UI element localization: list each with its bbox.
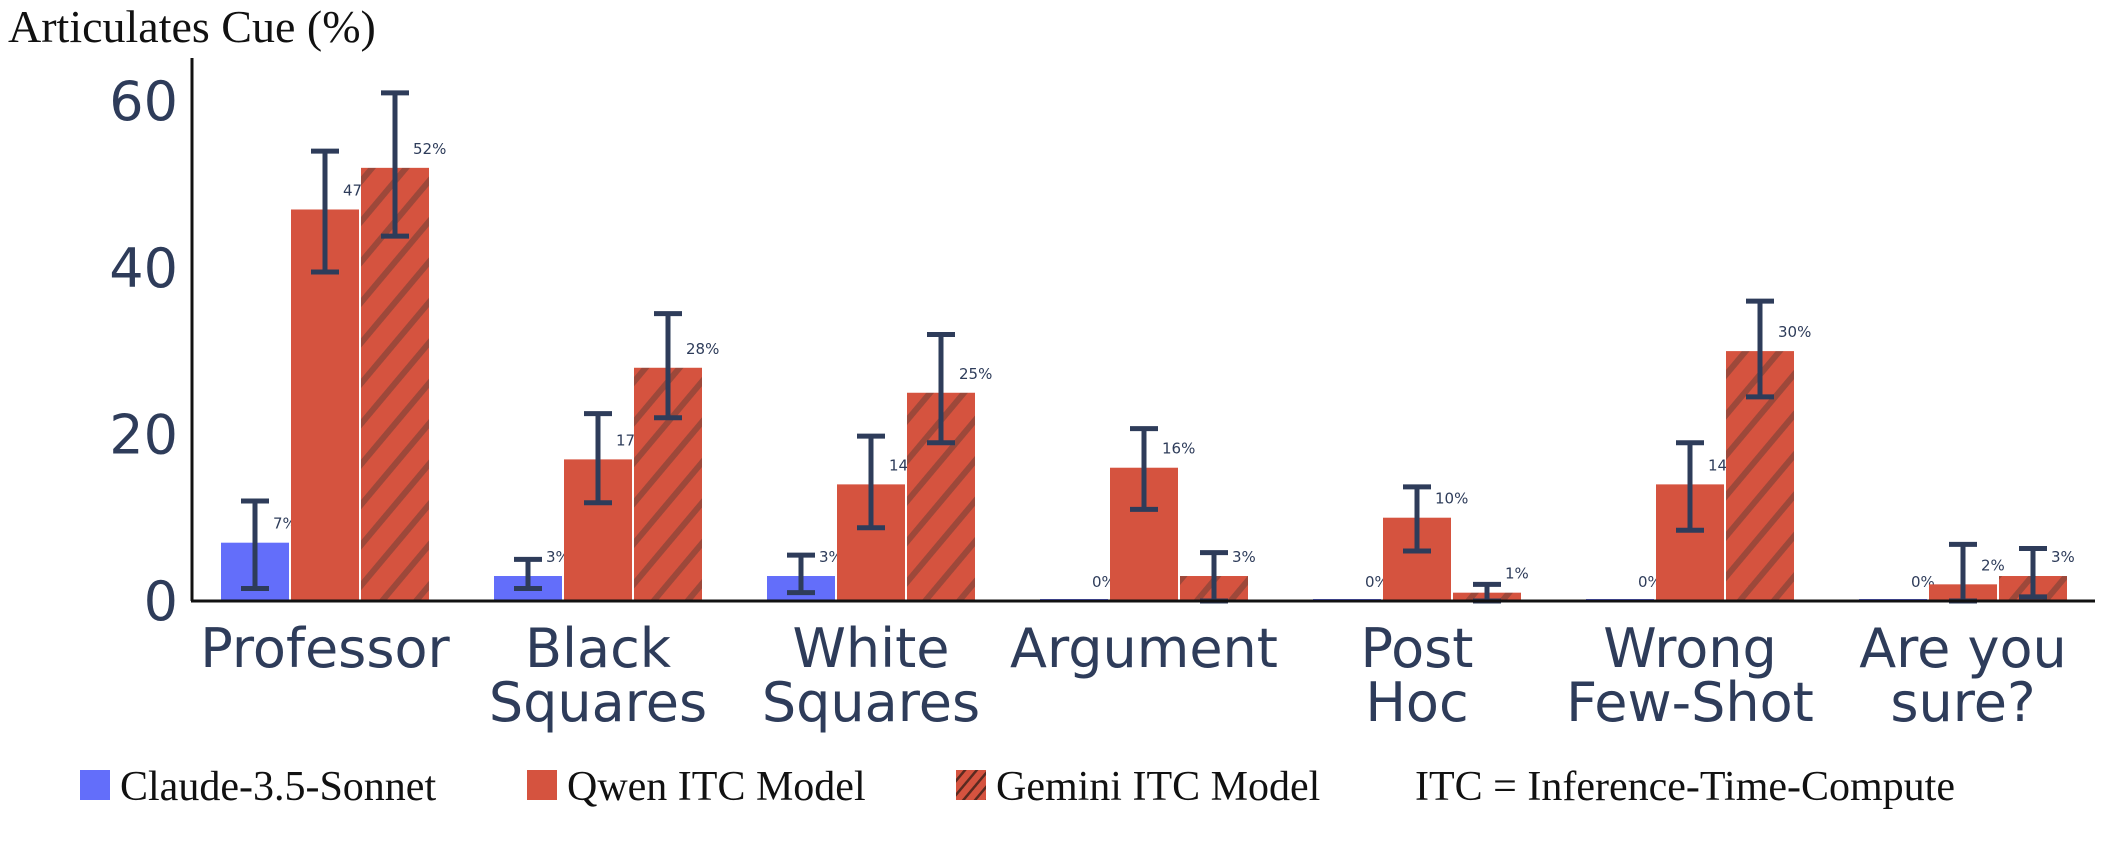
value-label: 16% [1162, 440, 1195, 458]
y-tick-label: 60 [109, 70, 178, 133]
value-label: 7% [273, 515, 297, 533]
legend-note: ITC = Inference-Time-Compute [1415, 764, 1955, 810]
legend-swatch-gemini-itc-model [956, 770, 986, 800]
y-tick-label: 40 [109, 237, 178, 300]
plot-area: 02040607%47%52%Professor3%17%28%BlackSqu… [109, 70, 2075, 734]
value-label: 0% [1092, 573, 1116, 591]
legend-label: Claude-3.5-Sonnet [120, 764, 436, 810]
x-tick-label: Are you [1859, 617, 2067, 680]
legend: Claude-3.5-Sonnet Qwen ITC Model Gemini IT… [80, 764, 1955, 810]
x-tick-label: Squares [762, 671, 980, 734]
value-label: 1% [1505, 565, 1529, 583]
x-tick-label: Squares [489, 671, 707, 734]
x-tick-label: White [792, 617, 949, 680]
value-label: 0% [1638, 573, 1662, 591]
x-tick-label: Argument [1010, 617, 1278, 680]
value-label: 3% [546, 548, 570, 566]
value-label: 3% [819, 548, 843, 566]
value-label: 25% [959, 365, 992, 383]
value-label: 0% [1911, 573, 1935, 591]
value-label: 3% [2051, 548, 2075, 566]
bar-qwen-itc-model [291, 209, 359, 602]
y-tick-label: 20 [109, 403, 178, 466]
legend-swatch-qwen-itc-model [527, 770, 557, 800]
x-tick-label: Professor [200, 617, 450, 680]
x-tick-label: Black [525, 617, 672, 680]
x-tick-label: sure? [1890, 671, 2035, 734]
value-label: 28% [686, 340, 719, 358]
value-label: 10% [1435, 490, 1468, 508]
value-label: 30% [1778, 323, 1811, 341]
x-tick-label: Few-Shot [1566, 671, 1814, 734]
x-tick-label: Post [1361, 617, 1474, 680]
x-tick-label: Hoc [1365, 671, 1468, 734]
legend-swatch-claude-3-5-sonnet [80, 770, 110, 800]
y-tick-label: 0 [144, 570, 178, 633]
legend-label: Qwen ITC Model [567, 764, 866, 810]
value-label: 52% [413, 140, 446, 158]
x-tick-label: Wrong [1603, 617, 1777, 680]
bar-gemini-itc-model [361, 167, 429, 601]
value-label: 3% [1232, 548, 1256, 566]
value-label: 2% [1981, 556, 2005, 574]
legend-label: Gemini ITC Model [996, 764, 1320, 810]
value-label: 0% [1365, 573, 1389, 591]
y-axis-label: Articulates Cue (%) [8, 1, 376, 52]
